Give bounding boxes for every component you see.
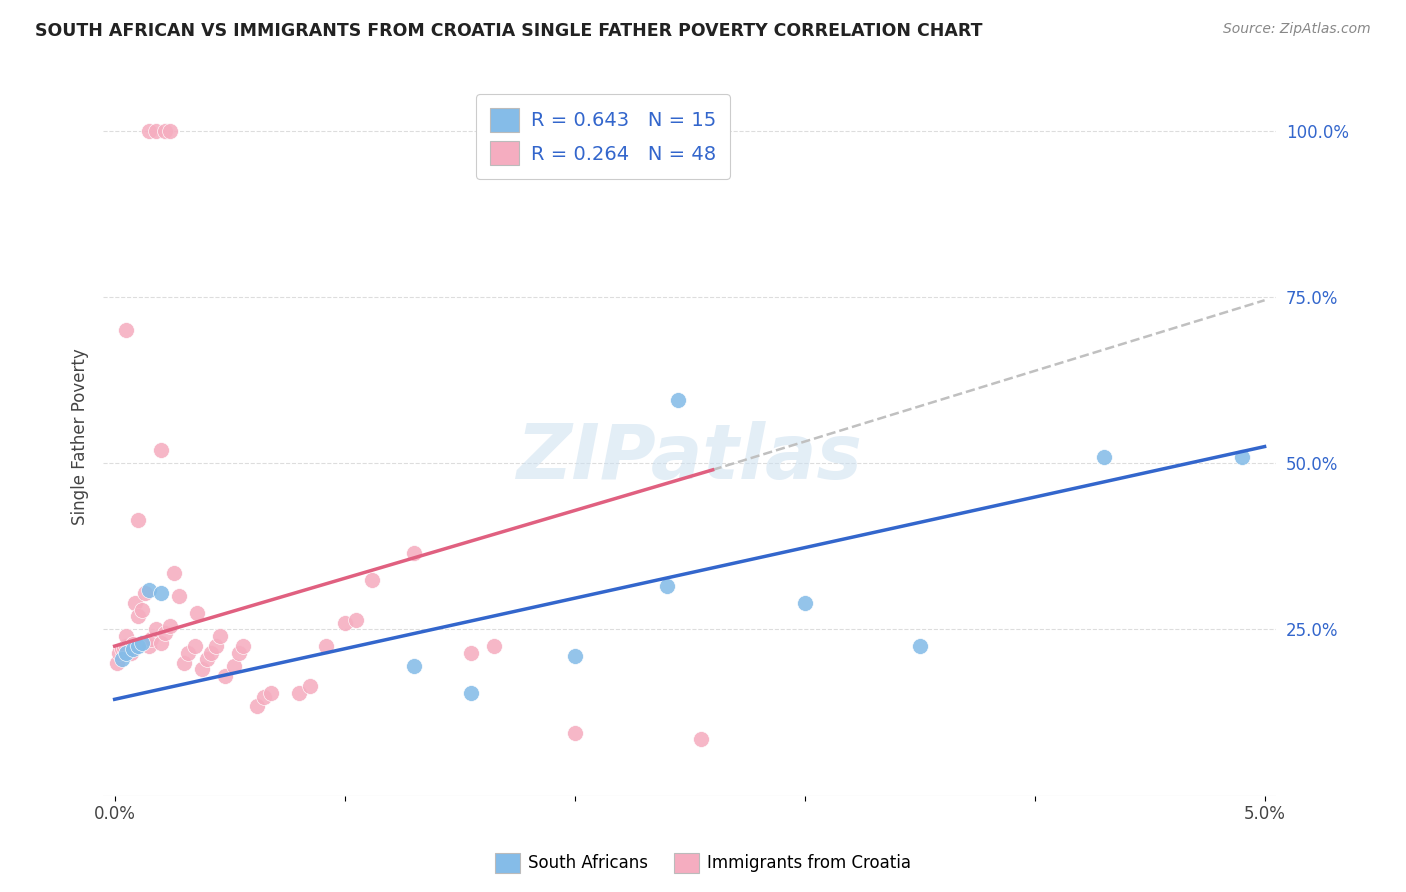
Point <box>138 582 160 597</box>
Text: ZIPatlas: ZIPatlas <box>516 421 863 495</box>
Legend: R = 0.643   N = 15, R = 0.264   N = 48: R = 0.643 N = 15, R = 0.264 N = 48 <box>477 95 730 178</box>
Point <box>232 639 254 653</box>
Point <box>1092 450 1115 464</box>
Point <box>112 641 135 656</box>
Point <box>186 606 208 620</box>
Point <box>260 686 283 700</box>
Point <box>315 639 337 653</box>
Point <box>105 656 128 670</box>
Point <box>191 662 214 676</box>
Point <box>200 646 222 660</box>
Point <box>173 656 195 670</box>
Point <box>155 625 177 640</box>
Point <box>299 679 322 693</box>
Point <box>246 698 269 713</box>
Point <box>690 732 713 747</box>
Point <box>131 602 153 616</box>
Point <box>141 632 163 647</box>
Point <box>120 646 142 660</box>
Point <box>209 629 232 643</box>
Point <box>344 613 367 627</box>
Point <box>402 546 425 560</box>
Point <box>167 589 190 603</box>
Legend: South Africans, Immigrants from Croatia: South Africans, Immigrants from Croatia <box>488 847 918 880</box>
Point <box>115 646 138 660</box>
Point <box>177 646 200 660</box>
Point <box>122 642 145 657</box>
Point <box>122 637 145 651</box>
Point <box>110 652 132 666</box>
Point <box>564 649 586 664</box>
Point <box>155 123 177 137</box>
Point <box>1230 450 1253 464</box>
Y-axis label: Single Father Poverty: Single Father Poverty <box>72 348 89 525</box>
Point <box>793 596 815 610</box>
Point <box>159 619 181 633</box>
Point <box>564 725 586 739</box>
Point <box>149 586 172 600</box>
Point <box>127 639 149 653</box>
Point <box>361 573 384 587</box>
Point <box>195 652 218 666</box>
Point <box>124 596 146 610</box>
Point <box>214 669 236 683</box>
Point <box>287 686 309 700</box>
Point <box>138 639 160 653</box>
Point <box>205 639 228 653</box>
Point <box>127 609 149 624</box>
Point <box>460 686 482 700</box>
Point <box>253 690 276 705</box>
Text: Source: ZipAtlas.com: Source: ZipAtlas.com <box>1223 22 1371 37</box>
Point <box>115 639 138 653</box>
Point <box>482 639 505 653</box>
Point <box>159 123 181 137</box>
Point <box>224 659 246 673</box>
Point <box>184 639 207 653</box>
Point <box>115 629 138 643</box>
Point <box>145 123 167 137</box>
Point <box>333 615 356 630</box>
Point <box>138 123 160 137</box>
Point <box>131 636 153 650</box>
Point <box>666 392 689 407</box>
Point <box>127 513 149 527</box>
Point <box>228 646 250 660</box>
Point <box>115 323 138 337</box>
Point <box>145 623 167 637</box>
Point <box>108 646 131 660</box>
Point <box>163 566 186 580</box>
Text: SOUTH AFRICAN VS IMMIGRANTS FROM CROATIA SINGLE FATHER POVERTY CORRELATION CHART: SOUTH AFRICAN VS IMMIGRANTS FROM CROATIA… <box>35 22 983 40</box>
Point <box>402 659 425 673</box>
Point <box>655 579 678 593</box>
Point <box>149 636 172 650</box>
Point <box>149 442 172 457</box>
Point <box>110 642 132 657</box>
Point <box>460 646 482 660</box>
Point <box>134 586 156 600</box>
Point <box>908 639 931 653</box>
